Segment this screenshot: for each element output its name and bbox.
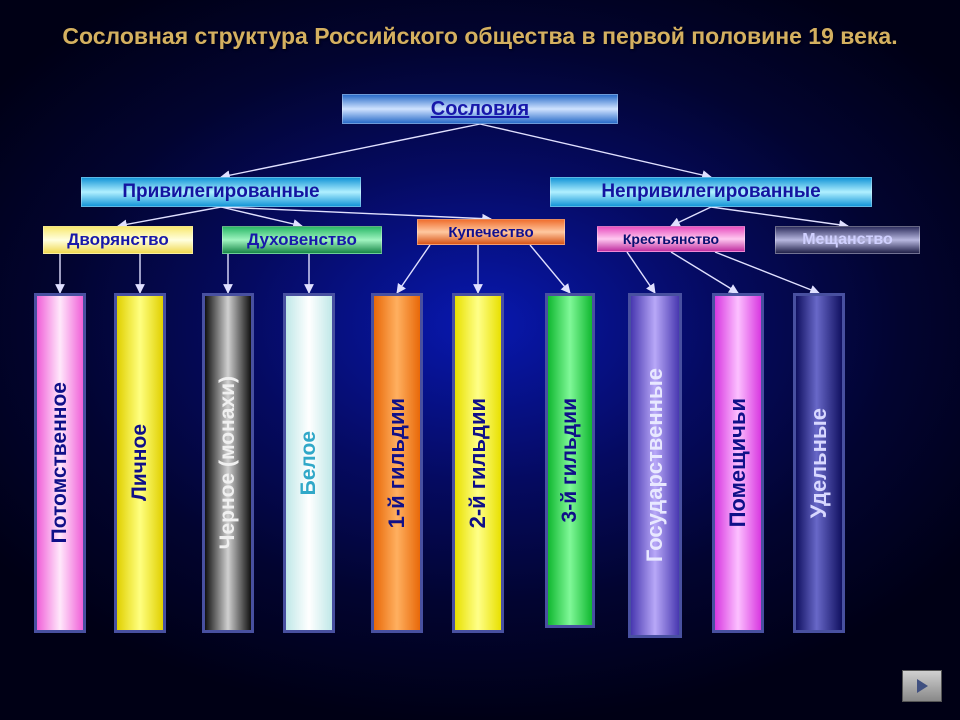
level3-mesh: Мещанство — [775, 226, 920, 254]
leaf-0: Потомственное — [34, 293, 86, 633]
leaf-8: Помещичьи — [712, 293, 764, 633]
leaf-5: 2-й гильдии — [452, 293, 504, 633]
level3-kres: Крестьянство — [597, 226, 745, 252]
slide-title: Сословная структура Российского общества… — [0, 0, 960, 59]
root-box: Сословия — [342, 94, 618, 124]
leaf-2: Черное (монахи) — [202, 293, 254, 633]
leaf-6: 3-й гильдии — [545, 293, 595, 628]
level3-dvor: Дворянство — [43, 226, 193, 254]
level3-kup: Купечество — [417, 219, 565, 245]
leaf-7: Государственные — [628, 293, 682, 638]
level2-priv: Привилегированные — [81, 177, 361, 207]
leaf-9: Удельные — [793, 293, 845, 633]
level2-nepriv: Непривилегированные — [550, 177, 872, 207]
level3-duh: Духовенство — [222, 226, 382, 254]
leaf-3: Белое — [283, 293, 335, 633]
leaf-4: 1-й гильдии — [371, 293, 423, 633]
leaf-1: Личное — [114, 293, 166, 633]
next-slide-button[interactable] — [902, 670, 942, 702]
